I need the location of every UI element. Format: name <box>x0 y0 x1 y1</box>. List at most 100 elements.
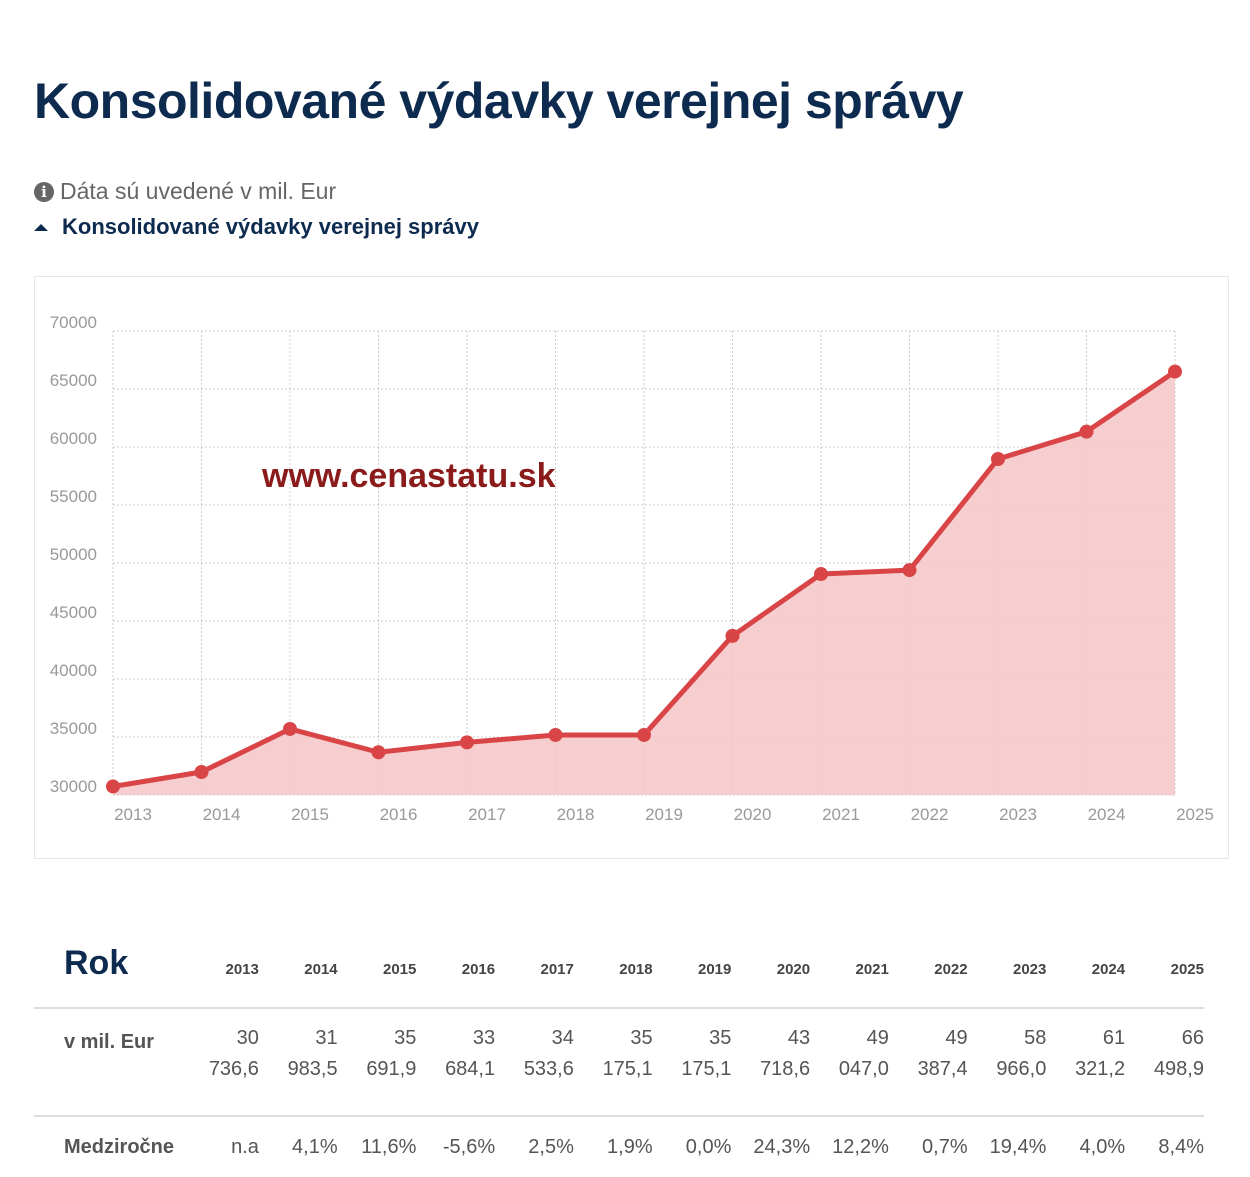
table-year-header: 2025 <box>1170 961 1204 978</box>
table-year-header: 2013 <box>225 961 259 978</box>
table-value-cell: 33 684,1 <box>416 1008 495 1116</box>
table-value-cell: 61 321,2 <box>1046 1008 1125 1116</box>
data-point <box>460 735 474 750</box>
value-part: 49 <box>945 1027 968 1049</box>
x-tick-label: 2018 <box>557 805 595 824</box>
value-part: 966,0 <box>996 1058 1047 1080</box>
data-point <box>637 727 651 742</box>
y-tick-label: 35000 <box>50 719 97 738</box>
y-tick-label: 40000 <box>50 661 97 680</box>
value-part: 047,0 <box>838 1058 889 1080</box>
table-value-cell: 30 736,6 <box>180 1008 259 1116</box>
value-part: 33 <box>472 1027 496 1049</box>
value-part: 533,6 <box>523 1058 574 1080</box>
table-yoy-cell: 12,2% <box>832 1135 889 1158</box>
table-value-cell: 43 718,6 <box>731 1008 810 1116</box>
data-point <box>991 451 1005 466</box>
table-year-header: 2014 <box>304 961 338 978</box>
y-tick-label: 65000 <box>50 371 97 390</box>
table-year-header: 2020 <box>776 961 811 978</box>
table-value-cell: 31 983,5 <box>259 1008 338 1116</box>
units-note: i Dáta sú uvedené v mil. Eur <box>34 178 336 205</box>
x-tick-label: 2024 <box>1088 805 1126 824</box>
x-tick-label: 2023 <box>999 805 1037 824</box>
table-year-header: 2019 <box>698 961 732 978</box>
value-part: 387,4 <box>917 1058 968 1080</box>
table-yoy-cell: 19,4% <box>989 1135 1047 1158</box>
value-part: 684,1 <box>445 1058 496 1080</box>
row-label-yoy: Medziročne <box>64 1135 175 1158</box>
table-year-header: 2022 <box>934 961 968 978</box>
x-tick-label: 2020 <box>734 805 772 824</box>
x-tick-label: 2015 <box>291 805 329 824</box>
table-value-cell: 35 175,1 <box>574 1008 653 1116</box>
value-part: 321,2 <box>1075 1058 1126 1080</box>
table-yoy-cell: 24,3% <box>753 1135 811 1158</box>
table-yoy-cell: 0,7% <box>922 1135 968 1158</box>
value-part: 35 <box>709 1027 732 1049</box>
data-point <box>814 567 828 582</box>
y-tick-label: 50000 <box>50 545 97 564</box>
value-part: 35 <box>630 1027 653 1049</box>
table-value-cell: 35 691,9 <box>338 1008 417 1116</box>
line-chart: 30000 35000 40000 45000 50000 55000 60000 65000… <box>50 313 1214 824</box>
table-value-cell: 49 047,0 <box>810 1008 889 1116</box>
table-value-cell: 34 533,6 <box>495 1008 574 1116</box>
info-circle-icon: i <box>34 181 54 202</box>
x-tick-label: 2019 <box>645 805 683 824</box>
table-yoy-cell: n.a <box>231 1135 259 1158</box>
value-part: 175,1 <box>681 1058 732 1080</box>
table-header-rok: Rok <box>64 944 129 982</box>
table-year-header: 2018 <box>619 961 653 978</box>
data-point <box>902 563 917 578</box>
y-tick-label: 70000 <box>50 313 97 332</box>
table-year-header: 2021 <box>855 961 889 978</box>
data-point <box>283 721 297 736</box>
watermark: www.cenastatu.sk <box>261 457 556 495</box>
table-value-cell: 49 387,4 <box>889 1008 968 1116</box>
table-yoy-cell: 0,0% <box>685 1135 732 1158</box>
area-fill <box>113 371 1175 795</box>
legend-label: Konsolidované výdavky verejnej správy <box>62 214 479 239</box>
value-part: 43 <box>787 1027 811 1049</box>
data-point <box>725 628 740 643</box>
value-part: 983,5 <box>287 1058 338 1080</box>
data-point <box>106 779 120 794</box>
value-part: 736,6 <box>208 1058 259 1080</box>
table-yoy-cell: 4,0% <box>1079 1135 1126 1158</box>
units-note-text: Dáta sú uvedené v mil. Eur <box>60 178 337 204</box>
value-part: 718,6 <box>760 1058 811 1080</box>
y-tick-label: 55000 <box>50 487 97 506</box>
value-part: 66 <box>1181 1027 1204 1049</box>
table-year-header: 2017 <box>540 961 574 978</box>
table-year-header: 2024 <box>1091 961 1126 978</box>
data-point <box>548 727 563 742</box>
x-tick-label: 2025 <box>1176 805 1214 824</box>
table-yoy-cell: 4,1% <box>292 1135 338 1158</box>
value-part: 34 <box>551 1027 574 1049</box>
data-point <box>1079 424 1094 439</box>
x-tick-label: 2021 <box>822 805 860 824</box>
table-yoy-cell: 11,6% <box>361 1135 417 1158</box>
y-tick-label: 45000 <box>50 603 97 622</box>
x-tick-label: 2016 <box>380 805 418 824</box>
table-year-header: 2016 <box>461 961 496 978</box>
triangle-up-icon <box>34 223 48 231</box>
legend-item[interactable]: Konsolidované výdavky verejnej správy <box>34 214 479 240</box>
y-tick-label: 60000 <box>50 429 97 448</box>
value-part: 498,9 <box>1153 1058 1204 1080</box>
row-label-values: v mil. Eur <box>64 1031 155 1053</box>
value-part: 61 <box>1102 1027 1126 1049</box>
table-value-cell: 35 175,1 <box>653 1008 732 1116</box>
x-tick-label: 2014 <box>203 805 241 824</box>
chart-container <box>34 276 1229 859</box>
value-part: 49 <box>866 1027 889 1049</box>
table-yoy-cell: -5,6% <box>442 1135 496 1158</box>
table-yoy-cell: 2,5% <box>528 1135 574 1158</box>
data-point <box>371 745 386 760</box>
data-point <box>1168 364 1182 379</box>
x-tick-label: 2017 <box>468 805 506 824</box>
data-point <box>194 764 209 779</box>
value-part: 691,9 <box>366 1058 417 1080</box>
table-value-cell: 66 498,9 <box>1125 1008 1204 1116</box>
